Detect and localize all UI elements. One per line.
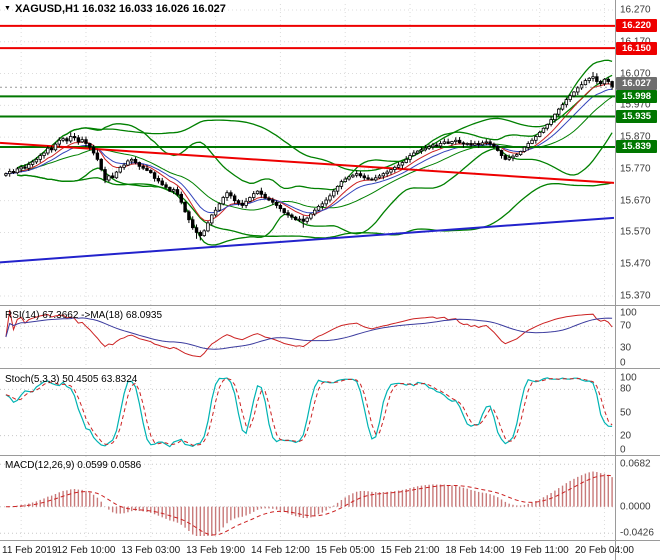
stoch-tick-label: 100 [620, 372, 637, 384]
price-tick-label: 15.770 [620, 163, 651, 175]
price-tick-label: 15.470 [620, 258, 651, 270]
rsi-tick-label: 30 [620, 342, 632, 354]
macd-indicator-label: MACD(12,26,9) 0.0599 0.0586 [5, 460, 142, 471]
current-price-badge: 16.027 [616, 77, 657, 91]
price-tick-label: 15.970 [620, 99, 651, 111]
price-tick-label: 16.070 [620, 68, 651, 80]
price-level-badge: 15.839 [616, 140, 657, 154]
time-axis-label: 14 Feb 12:00 [250, 545, 310, 556]
time-axis-label: 15 Feb 21:00 [380, 545, 440, 556]
macd-tick-label: 0.0000 [620, 501, 651, 513]
time-axis-label: 13 Feb 19:00 [186, 545, 246, 556]
time-axis-label: 13 Feb 03:00 [121, 545, 181, 556]
rsi-tick-label: 70 [620, 320, 632, 332]
chart-title: XAGUSD,H1 16.032 16.033 16.026 16.027 [14, 3, 226, 15]
time-axis-label: 20 Feb 04:00 [575, 545, 634, 556]
time-axis-label: 19 Feb 11:00 [510, 545, 569, 556]
rsi-tick-label: 0 [620, 357, 626, 369]
stoch-indicator-label: Stoch(5,3,3) 50.4505 63.8324 [5, 374, 138, 385]
macd-tick-label: -0.0426 [620, 527, 654, 539]
price-level-badge: 15.935 [616, 109, 657, 123]
rsi-tick-label: 100 [620, 307, 637, 319]
price-level-badge: 15.998 [616, 89, 657, 103]
macd-tick-label: 0.0682 [620, 458, 651, 470]
stoch-tick-label: 20 [620, 430, 632, 442]
collapse-chart-icon[interactable]: ▼ [4, 5, 11, 12]
stoch-tick-label: 0 [620, 444, 626, 456]
stoch-tick-label: 50 [620, 407, 632, 418]
chart-title-bar: ▼ XAGUSD,H1 16.032 16.033 16.026 16.027 [4, 3, 226, 15]
rsi-indicator-label: RSI(14) 67.3662 ->MA(18) 68.0935 [5, 310, 163, 321]
price-tick-label: 15.570 [620, 226, 651, 238]
price-level-badge: 16.150 [616, 41, 657, 55]
price-tick-label: 15.370 [620, 290, 651, 302]
time-axis-label: 11 Feb 2019 [2, 545, 58, 556]
time-axis-label: 15 Feb 05:00 [315, 545, 375, 556]
time-axis-label: 12 Feb 10:00 [56, 545, 116, 556]
price-level-badge: 16.220 [616, 19, 657, 33]
price-tick-label: 15.870 [620, 131, 651, 143]
time-axis-label: 18 Feb 14:00 [445, 545, 505, 556]
price-tick-label: 16.270 [620, 4, 651, 16]
stoch-tick-label: 80 [620, 383, 632, 395]
price-tick-label: 15.670 [620, 195, 651, 207]
